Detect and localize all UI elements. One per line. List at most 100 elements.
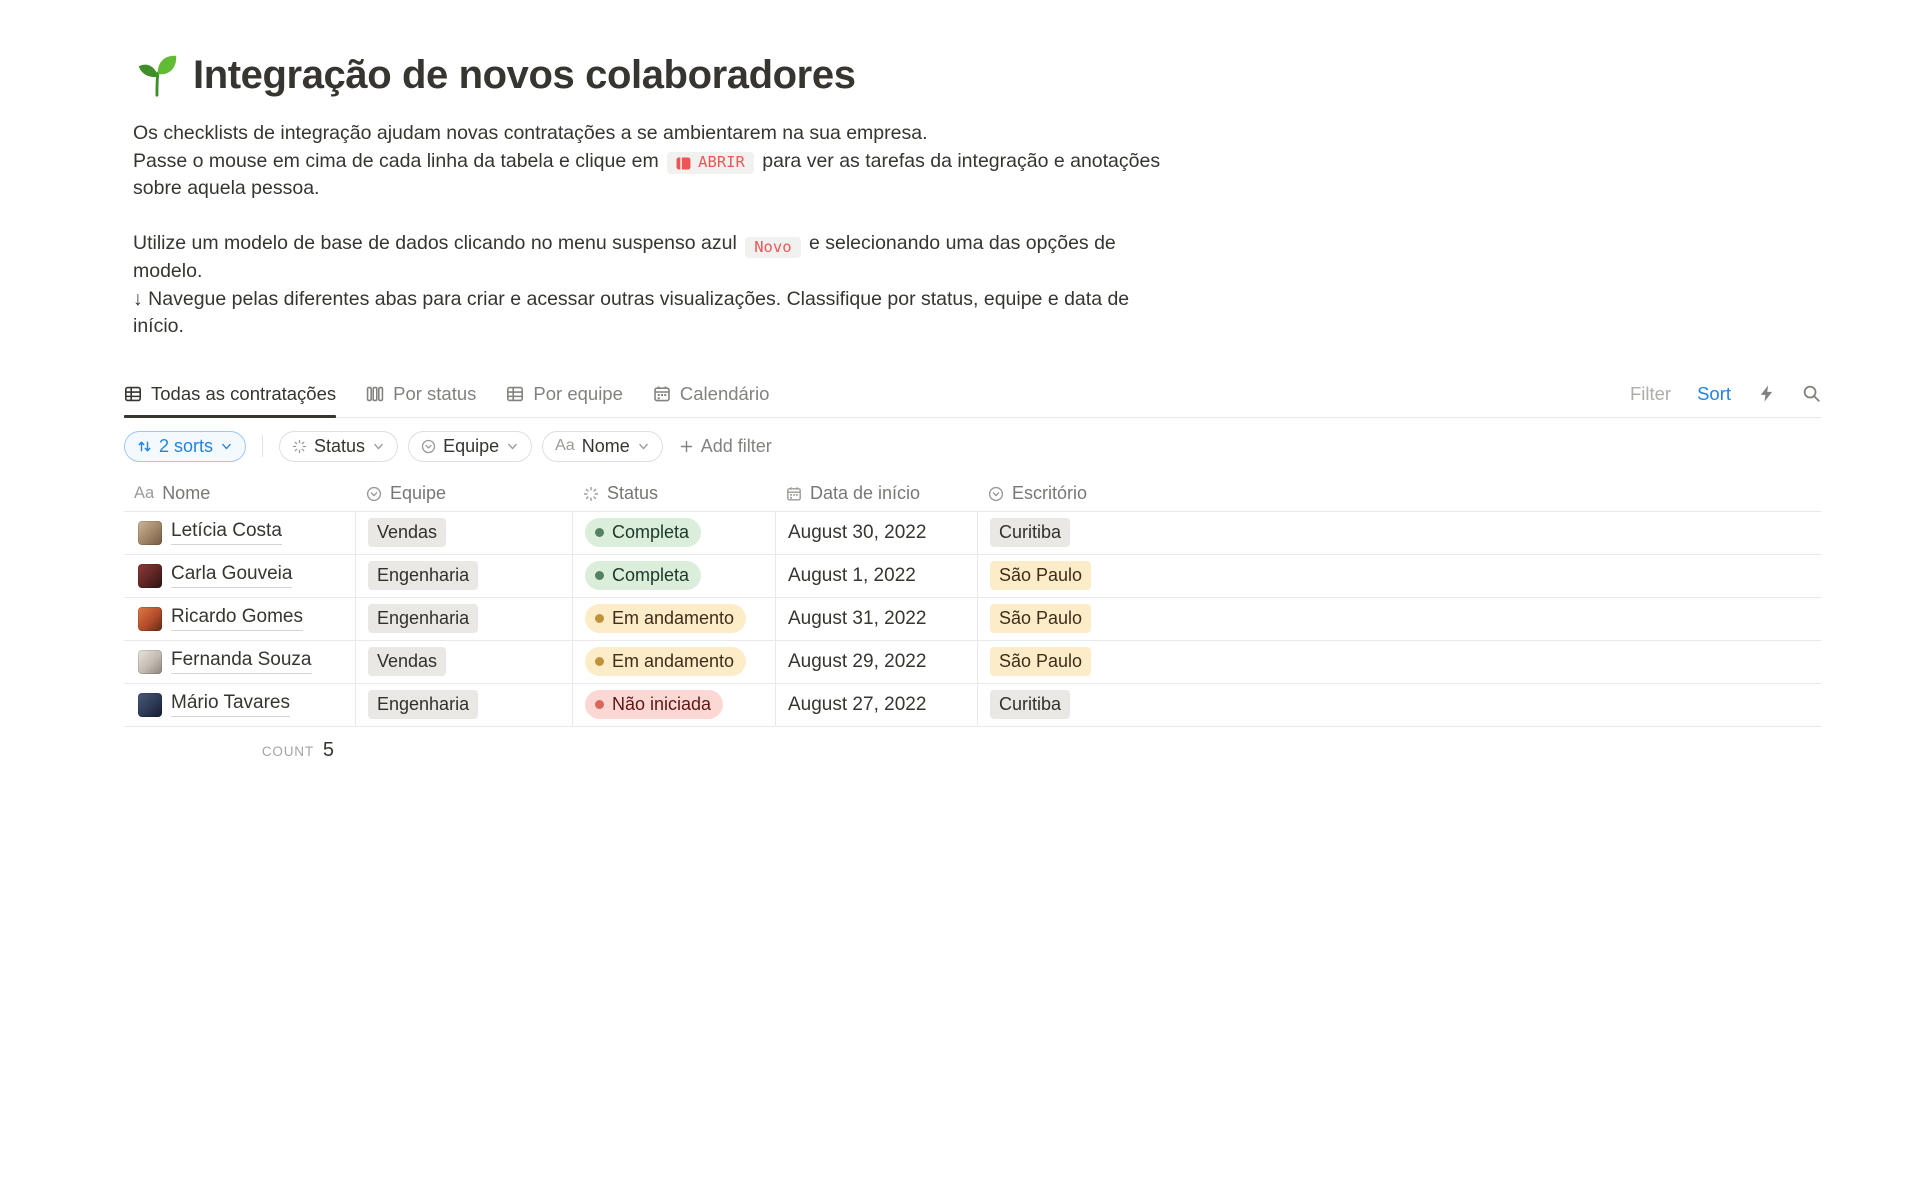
person-name[interactable]: Mário Tavares xyxy=(171,692,290,717)
person-name[interactable]: Carla Gouveia xyxy=(171,563,293,588)
chevron-down-icon xyxy=(637,440,650,453)
description-line-3: Utilize um modelo de base de dados clica… xyxy=(133,231,1116,283)
start-date[interactable]: August 31, 2022 xyxy=(788,607,927,629)
abrir-badge-label: ABRIR xyxy=(698,153,745,172)
start-date[interactable]: August 27, 2022 xyxy=(788,693,927,715)
calendar-icon xyxy=(786,486,802,502)
avatar xyxy=(138,692,162,717)
status-dot xyxy=(595,700,604,709)
team-tag[interactable]: Engenharia xyxy=(368,604,479,633)
start-date[interactable]: August 29, 2022 xyxy=(788,650,927,672)
sort-pill-status[interactable]: Status xyxy=(279,430,399,462)
avatar xyxy=(138,563,162,588)
blank-line xyxy=(133,203,1169,230)
sort-button[interactable]: Sort xyxy=(1697,382,1731,404)
view-tabs: Todas as contratações Por status Por equ… xyxy=(124,371,769,418)
status-dot xyxy=(595,657,604,666)
table-header: Aa Nome Equipe Status Data de início Esc… xyxy=(124,477,1821,512)
column-header-status[interactable]: Status xyxy=(573,477,776,511)
board-icon xyxy=(366,385,384,403)
person-name[interactable]: Ricardo Gomes xyxy=(171,606,303,631)
filter-button[interactable]: Filter xyxy=(1629,382,1672,404)
select-icon xyxy=(988,486,1004,502)
team-tag[interactable]: Engenharia xyxy=(368,561,479,590)
office-tag[interactable]: Curitiba xyxy=(990,690,1071,719)
table-row[interactable]: Letícia Costa Vendas Completa August 30,… xyxy=(124,511,1821,555)
status-dot xyxy=(595,614,604,623)
status-pill[interactable]: Em andamento xyxy=(585,646,747,677)
column-label: Status xyxy=(607,483,659,503)
avatar xyxy=(138,520,162,545)
search-icon[interactable] xyxy=(1802,384,1821,403)
lightning-icon[interactable] xyxy=(1757,384,1776,403)
table-row[interactable]: Mário Tavares Engenharia Não iniciada Au… xyxy=(124,683,1821,727)
view-controls: Filter Sort xyxy=(1630,383,1821,405)
chevron-down-icon xyxy=(220,440,233,453)
add-filter-button[interactable]: Add filter xyxy=(679,436,772,457)
status-dot xyxy=(595,571,604,580)
tab-label: Por equipe xyxy=(533,382,623,404)
avatar xyxy=(138,606,162,631)
page-description: Os checklists de integração ajudam novas… xyxy=(124,120,1169,341)
column-header-escritorio[interactable]: Escritório xyxy=(978,477,1821,511)
text-type-icon: Aa xyxy=(134,484,155,502)
seedling-icon[interactable] xyxy=(133,52,179,98)
chevron-down-icon xyxy=(506,440,519,453)
abrir-badge: ABRIR xyxy=(667,152,754,174)
count-label[interactable]: COUNT xyxy=(261,743,314,759)
column-label: Data de início xyxy=(810,483,921,503)
status-spinner-icon xyxy=(583,486,599,502)
open-sidebar-icon xyxy=(676,157,691,170)
sort-bar: 2 sorts Status Equipe Aa Nome Add filter xyxy=(124,430,1821,462)
tab-all-hires[interactable]: Todas as contratações xyxy=(124,371,337,418)
select-icon xyxy=(366,486,382,502)
team-tag[interactable]: Vendas xyxy=(368,647,447,676)
person-name[interactable]: Letícia Costa xyxy=(171,520,282,545)
description-line-1: Os checklists de integração ajudam novas… xyxy=(133,122,928,144)
count-value: 5 xyxy=(322,738,334,761)
column-header-data-inicio[interactable]: Data de início xyxy=(776,477,978,511)
table-row[interactable]: Ricardo Gomes Engenharia Em andamento Au… xyxy=(124,597,1821,641)
team-tag[interactable]: Engenharia xyxy=(368,690,479,719)
sort-pill-label: Status xyxy=(314,435,366,456)
status-label: Em andamento xyxy=(612,650,735,671)
office-tag[interactable]: Curitiba xyxy=(990,518,1071,547)
text-type-icon: Aa xyxy=(555,437,575,454)
page: Integração de novos colaboradores Os che… xyxy=(124,52,1821,762)
table-icon xyxy=(124,385,142,403)
status-pill[interactable]: Em andamento xyxy=(585,603,747,634)
status-pill[interactable]: Não iniciada xyxy=(585,689,724,720)
sorts-dropdown[interactable]: 2 sorts xyxy=(124,430,247,462)
select-icon xyxy=(421,439,436,454)
sort-pill-nome[interactable]: Aa Nome xyxy=(542,430,663,462)
tab-calendar[interactable]: Calendário xyxy=(653,371,769,417)
divider xyxy=(262,435,264,457)
status-label: Em andamento xyxy=(612,607,735,628)
table-row[interactable]: Carla Gouveia Engenharia Completa August… xyxy=(124,554,1821,598)
tab-label: Todas as contratações xyxy=(151,382,337,404)
sorts-count-label: 2 sorts xyxy=(159,435,214,456)
table-row[interactable]: Fernanda Souza Vendas Em andamento Augus… xyxy=(124,640,1821,684)
status-pill[interactable]: Completa xyxy=(585,517,702,548)
column-label: Escritório xyxy=(1012,483,1088,503)
start-date[interactable]: August 30, 2022 xyxy=(788,521,927,543)
office-tag[interactable]: São Paulo xyxy=(990,647,1092,676)
status-dot xyxy=(595,528,604,537)
sort-pill-label: Equipe xyxy=(443,435,500,456)
office-tag[interactable]: São Paulo xyxy=(990,604,1092,633)
person-name[interactable]: Fernanda Souza xyxy=(171,649,312,674)
team-tag[interactable]: Vendas xyxy=(368,518,447,547)
office-tag[interactable]: São Paulo xyxy=(990,561,1092,590)
sort-arrows-icon xyxy=(137,439,152,454)
start-date[interactable]: August 1, 2022 xyxy=(788,564,916,586)
status-pill[interactable]: Completa xyxy=(585,560,702,591)
column-header-equipe[interactable]: Equipe xyxy=(356,477,573,511)
hires-table: Aa Nome Equipe Status Data de início Esc… xyxy=(124,477,1821,762)
tab-by-status[interactable]: Por status xyxy=(366,371,476,417)
tab-by-team[interactable]: Por equipe xyxy=(506,371,623,417)
column-header-nome[interactable]: Aa Nome xyxy=(124,477,356,511)
sort-pill-equipe[interactable]: Equipe xyxy=(408,430,533,462)
tab-label: Por status xyxy=(393,382,477,404)
avatar xyxy=(138,649,162,674)
column-label: Nome xyxy=(162,483,211,503)
